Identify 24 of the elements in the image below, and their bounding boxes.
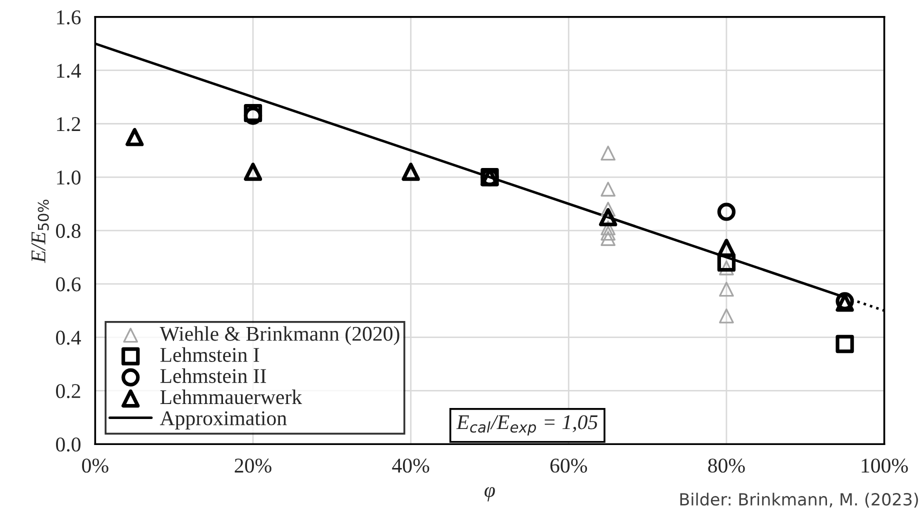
x-tick-label: 100% xyxy=(862,458,908,473)
x-tick-label: 20% xyxy=(234,458,272,473)
y-tick-label: 0.8 xyxy=(56,224,80,238)
y-tick-label: 0.4 xyxy=(56,330,81,345)
x-tick-label: 40% xyxy=(392,458,430,473)
legend-label: Lehmmauerwerk xyxy=(160,390,302,404)
text: Bilder: Brinkmann, M. (2023) xyxy=(680,492,918,508)
x-tick-label: 60% xyxy=(550,458,588,473)
y-tick-label: 0.2 xyxy=(56,384,80,398)
y-tick-label: 1.4 xyxy=(57,64,81,78)
y-tick-label: 0.6 xyxy=(56,277,81,292)
y-tick-label: 1.2 xyxy=(57,117,80,132)
legend-label: Wiehle & Brinkmann (2020) xyxy=(160,326,400,346)
y-tick-label: 1.0 xyxy=(57,170,80,185)
y-tick-label: 0.0 xyxy=(56,437,80,452)
x-tick-label: 0% xyxy=(82,458,108,473)
legend-label: Lehmstein I xyxy=(160,347,260,362)
y-axis-title: E/E$_{50%}$ xyxy=(32,200,49,264)
legend-label: Approximation xyxy=(160,411,287,430)
y-tick-label: 1.6 xyxy=(57,10,81,24)
annotation: E$_{cal}$/E$_{exp}$ = 1,05 xyxy=(456,415,598,436)
x-tick-label: 80% xyxy=(708,458,745,473)
x-axis-title: φ xyxy=(484,487,495,502)
legend-label: Lehmstein II xyxy=(160,368,266,384)
